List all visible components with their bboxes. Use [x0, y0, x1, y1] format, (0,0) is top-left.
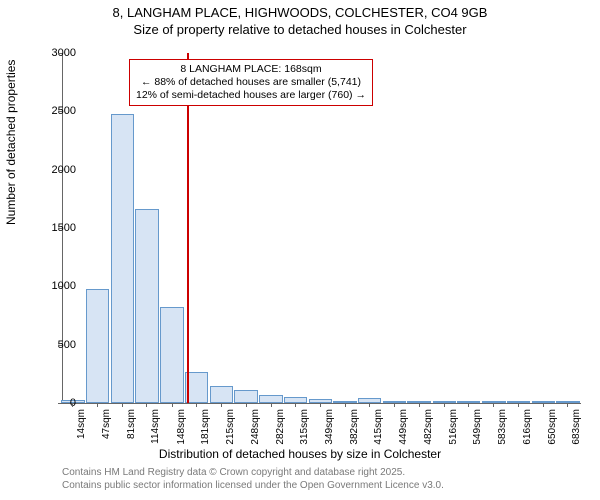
x-tick-label: 415sqm [373, 409, 384, 449]
y-tick-mark [58, 286, 62, 287]
footer-attribution: Contains HM Land Registry data © Crown c… [62, 467, 444, 492]
x-tick-mark [345, 403, 346, 407]
x-tick-mark [122, 403, 123, 407]
histogram-bar [86, 289, 109, 403]
x-tick-mark [196, 403, 197, 407]
annotation-line3: 12% of semi-detached houses are larger (… [136, 89, 366, 102]
x-tick-label: 616sqm [522, 409, 533, 449]
x-tick-label: 516sqm [448, 409, 459, 449]
x-tick-label: 282sqm [275, 409, 286, 449]
x-tick-label: 349sqm [324, 409, 335, 449]
x-tick-mark [221, 403, 222, 407]
chart-title: 8, LANGHAM PLACE, HIGHWOODS, COLCHESTER,… [0, 5, 600, 39]
x-tick-label: 449sqm [398, 409, 409, 449]
x-tick-mark [295, 403, 296, 407]
title-line-2: Size of property relative to detached ho… [133, 22, 466, 37]
histogram-bar [160, 307, 183, 403]
histogram-bar [135, 209, 158, 403]
x-tick-label: 14sqm [76, 409, 87, 449]
histogram-bar [111, 114, 134, 403]
x-tick-mark [543, 403, 544, 407]
x-tick-label: 47sqm [101, 409, 112, 449]
figure: 8, LANGHAM PLACE, HIGHWOODS, COLCHESTER,… [0, 5, 600, 500]
x-tick-label: 148sqm [176, 409, 187, 449]
y-tick-mark [58, 53, 62, 54]
x-tick-mark [97, 403, 98, 407]
footer-line-2: Contains public sector information licen… [62, 480, 444, 493]
plot-area: 8 LANGHAM PLACE: 168sqm← 88% of detached… [62, 53, 581, 404]
title-line-1: 8, LANGHAM PLACE, HIGHWOODS, COLCHESTER,… [113, 5, 488, 20]
x-tick-mark [444, 403, 445, 407]
y-tick-label: 1500 [36, 222, 76, 234]
x-tick-mark [567, 403, 568, 407]
x-tick-mark [172, 403, 173, 407]
y-tick-mark [58, 345, 62, 346]
x-tick-label: 549sqm [472, 409, 483, 449]
x-tick-mark [320, 403, 321, 407]
x-tick-label: 583sqm [497, 409, 508, 449]
x-tick-label: 215sqm [225, 409, 236, 449]
x-tick-label: 315sqm [299, 409, 310, 449]
annotation-box: 8 LANGHAM PLACE: 168sqm← 88% of detached… [129, 59, 373, 106]
x-tick-mark [394, 403, 395, 407]
histogram-bar [234, 390, 257, 403]
x-tick-mark [146, 403, 147, 407]
x-tick-label: 382sqm [349, 409, 360, 449]
histogram-bar [259, 395, 282, 403]
x-tick-label: 181sqm [200, 409, 211, 449]
y-tick-label: 500 [36, 339, 76, 351]
x-tick-label: 248sqm [250, 409, 261, 449]
y-tick-label: 2000 [36, 164, 76, 176]
annotation-line2: ← 88% of detached houses are smaller (5,… [136, 76, 366, 89]
x-axis-label: Distribution of detached houses by size … [0, 447, 600, 461]
x-tick-mark [246, 403, 247, 407]
footer-line-1: Contains HM Land Registry data © Crown c… [62, 467, 444, 480]
histogram-bar [210, 386, 233, 404]
y-axis-label: Number of detached properties [4, 60, 18, 225]
y-tick-mark [58, 228, 62, 229]
y-tick-label: 3000 [36, 47, 76, 59]
x-tick-label: 482sqm [423, 409, 434, 449]
x-tick-mark [72, 403, 73, 407]
y-tick-mark [58, 403, 62, 404]
annotation-line1: 8 LANGHAM PLACE: 168sqm [136, 63, 366, 76]
y-tick-mark [58, 170, 62, 171]
x-tick-mark [419, 403, 420, 407]
y-tick-label: 1000 [36, 280, 76, 292]
x-tick-mark [468, 403, 469, 407]
x-tick-label: 650sqm [547, 409, 558, 449]
y-tick-mark [58, 111, 62, 112]
x-tick-mark [493, 403, 494, 407]
plot-wrap: 8 LANGHAM PLACE: 168sqm← 88% of detached… [62, 53, 580, 403]
x-tick-mark [271, 403, 272, 407]
x-tick-mark [518, 403, 519, 407]
y-tick-label: 0 [36, 397, 76, 409]
x-tick-mark [369, 403, 370, 407]
x-tick-label: 683sqm [571, 409, 582, 449]
x-tick-label: 81sqm [126, 409, 137, 449]
x-tick-label: 114sqm [150, 409, 161, 449]
y-tick-label: 2500 [36, 105, 76, 117]
